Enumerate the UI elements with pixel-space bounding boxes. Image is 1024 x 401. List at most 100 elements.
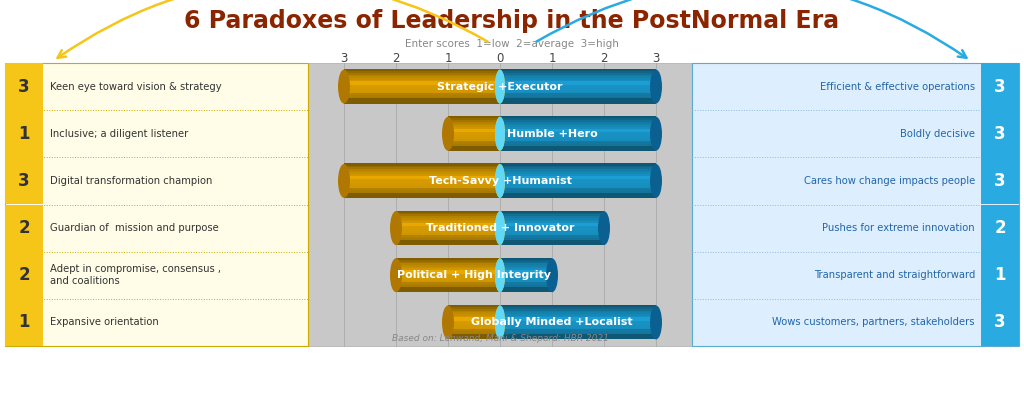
Bar [449,119,500,122]
Bar [344,69,500,71]
Bar [344,167,500,169]
Text: 2: 2 [994,219,1006,237]
Bar [344,192,500,194]
Bar [344,76,500,78]
Bar [500,268,552,270]
Ellipse shape [598,211,610,245]
Bar [344,164,500,166]
Bar [500,221,604,223]
Ellipse shape [650,70,662,103]
Text: Efficient & effective operations: Efficient & effective operations [820,81,975,91]
Bar [500,84,656,87]
Bar [500,138,656,140]
Bar [344,88,500,90]
Bar [500,271,552,273]
Bar [396,211,500,213]
Bar [344,93,500,95]
Bar [500,212,604,215]
Bar [500,258,552,260]
Bar [500,192,656,194]
Text: Cares how change impacts people: Cares how change impacts people [804,176,975,186]
Bar [500,315,656,317]
Bar [344,175,500,178]
Bar [449,123,500,125]
Text: Globally Minded +Localist: Globally Minded +Localist [471,318,633,328]
Bar [500,223,604,225]
Bar [500,243,604,245]
Ellipse shape [495,164,505,198]
Text: 0: 0 [497,52,504,65]
Bar [5,157,43,205]
Bar [500,231,604,233]
Bar [344,187,500,189]
Bar [500,194,656,196]
Bar [449,317,500,319]
Text: Political + High Integrity: Political + High Integrity [397,270,551,280]
Bar [500,216,604,218]
Bar [449,133,500,136]
Bar [344,194,500,196]
Bar [500,142,656,144]
Text: 2: 2 [600,52,608,65]
Bar [500,219,604,221]
Bar [449,307,500,309]
Bar [396,214,500,216]
Bar [500,305,656,307]
Bar [5,252,43,299]
Bar [981,299,1019,346]
Bar [396,288,500,291]
Text: 3: 3 [18,172,30,190]
FancyArrowPatch shape [537,0,967,58]
Text: Boldly decisive: Boldly decisive [900,129,975,139]
Bar [500,229,604,231]
Bar [449,138,500,140]
Bar [500,263,552,265]
Bar [500,177,656,179]
Bar [500,123,656,125]
Bar [396,233,500,235]
Bar [500,187,656,189]
Bar [396,226,500,228]
Bar [500,137,656,139]
Text: 3: 3 [994,125,1006,143]
Bar [500,285,552,287]
Ellipse shape [495,258,505,292]
Bar [500,132,656,134]
Bar [449,137,500,139]
Ellipse shape [495,70,505,103]
Bar [500,73,656,75]
Ellipse shape [495,117,505,151]
Bar [500,196,656,198]
Bar [449,130,500,132]
Bar [500,122,656,124]
FancyArrowPatch shape [57,0,487,58]
Bar [344,172,500,174]
Bar [500,71,656,73]
Ellipse shape [338,164,350,198]
Bar [344,77,500,80]
Bar [344,182,500,184]
Bar [396,219,500,221]
Text: Strategic +Executor: Strategic +Executor [437,81,563,91]
Bar [500,214,604,216]
Bar [396,234,500,237]
Ellipse shape [442,117,454,151]
Bar [500,275,552,277]
Bar [500,167,656,169]
Bar [344,95,500,97]
Text: 3: 3 [652,52,659,65]
Bar [500,93,656,95]
Bar [500,69,656,71]
Text: 3: 3 [994,172,1006,190]
Bar [5,205,43,252]
Bar [449,148,500,151]
Bar [500,330,656,332]
Bar [500,265,552,267]
Bar [500,76,656,78]
Bar [500,116,656,118]
Bar [500,180,656,182]
Bar [396,278,500,280]
Bar [500,174,656,176]
Bar [500,175,656,178]
Bar [449,310,500,312]
